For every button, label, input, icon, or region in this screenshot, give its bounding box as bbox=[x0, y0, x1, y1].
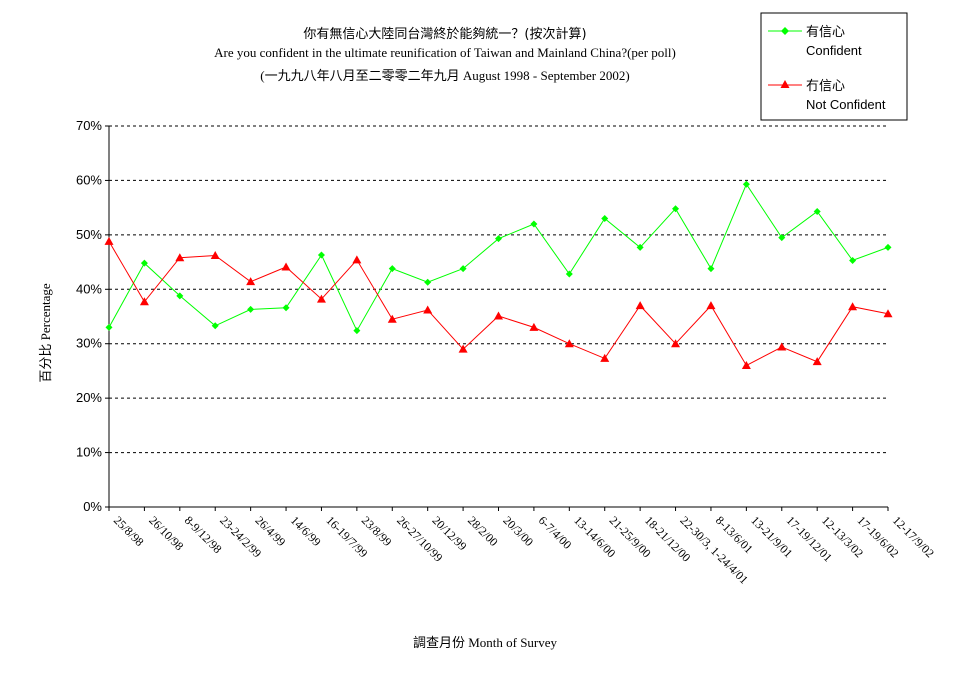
y-tick-label: 50% bbox=[76, 227, 102, 242]
data-point-confident bbox=[388, 265, 396, 273]
data-point-confident bbox=[636, 243, 644, 251]
data-point-confident bbox=[495, 235, 502, 243]
data-point-not-confident bbox=[104, 236, 114, 245]
chart-subtitle-period: (一九九八年八月至二零零二年九月 August 1998 - September… bbox=[260, 68, 629, 83]
data-point-not-confident bbox=[741, 360, 751, 369]
legend-marker-confident bbox=[781, 27, 789, 35]
y-tick-label: 20% bbox=[76, 390, 102, 405]
data-point-confident bbox=[353, 327, 361, 335]
data-point-confident bbox=[105, 323, 113, 331]
data-point-confident bbox=[282, 304, 290, 312]
y-axis-label: 百分比 Percentage bbox=[38, 283, 53, 383]
data-point-confident bbox=[849, 256, 857, 264]
data-point-confident bbox=[565, 270, 573, 278]
data-point-confident bbox=[530, 220, 538, 228]
chart-title-en: Are you confident in the ultimate reunif… bbox=[214, 45, 676, 60]
data-point-not-confident bbox=[671, 339, 681, 348]
legend-label-confident-en: Confident bbox=[806, 43, 862, 58]
data-point-confident bbox=[459, 265, 467, 273]
data-point-confident bbox=[247, 305, 255, 313]
x-tick-label: 25/8/98 bbox=[111, 513, 147, 549]
y-tick-labels: 0% 10% 20% 30% 40% 50% 60% 70% bbox=[76, 118, 109, 514]
data-point-not-confident bbox=[423, 305, 433, 314]
x-tick-label: 26/10/98 bbox=[146, 513, 186, 553]
data-point-not-confident bbox=[352, 255, 362, 264]
data-point-not-confident bbox=[883, 309, 893, 318]
gridlines bbox=[109, 125, 888, 454]
data-point-not-confident bbox=[281, 262, 291, 271]
data-point-confident bbox=[707, 265, 715, 273]
legend-label-not-confident-en: Not Confident bbox=[806, 97, 886, 112]
data-point-not-confident bbox=[529, 322, 539, 331]
data-point-not-confident bbox=[246, 277, 256, 286]
y-tick-label: 60% bbox=[76, 172, 102, 187]
x-tick-label: 8-9/12/98 bbox=[182, 513, 225, 556]
chart-title-zh: 你有無信心大陸同台灣終於能夠統一？(按次計算) bbox=[303, 26, 586, 42]
x-tick-label: 20/3/00 bbox=[500, 513, 536, 549]
data-point-not-confident bbox=[494, 311, 503, 320]
x-tick-labels: 25/8/98 26/10/988-9/12/9823-24/2/9926/4/9… bbox=[108, 507, 937, 587]
data-point-not-confident bbox=[564, 339, 574, 348]
data-point-not-confident bbox=[600, 353, 610, 362]
data-point-not-confident bbox=[139, 297, 149, 306]
y-tick-label: 40% bbox=[76, 281, 102, 296]
data-point-confident bbox=[140, 259, 148, 267]
data-point-confident bbox=[672, 205, 680, 213]
series-line-not-confident bbox=[108, 241, 889, 367]
legend-marker-not-confident bbox=[780, 80, 790, 88]
legend-label-not-confident-zh: 冇信心 bbox=[806, 78, 845, 93]
data-point-not-confident bbox=[458, 344, 468, 353]
data-point-not-confident bbox=[210, 251, 220, 260]
data-point-not-confident bbox=[175, 253, 185, 262]
x-tick-label: 28/2/00 bbox=[465, 513, 501, 549]
y-tick-label: 70% bbox=[76, 118, 102, 133]
legend: 有信心 Confident 冇信心 Not Confident bbox=[760, 12, 908, 121]
x-tick-label: 6-7/4/00 bbox=[536, 513, 575, 552]
data-point-not-confident bbox=[635, 301, 645, 310]
data-point-confident bbox=[778, 234, 786, 242]
x-axis-label: 調查月份 Month of Survey bbox=[413, 635, 558, 650]
data-point-not-confident bbox=[316, 294, 326, 303]
data-point-confident bbox=[742, 180, 750, 188]
data-point-confident bbox=[884, 243, 892, 251]
data-point-confident bbox=[211, 322, 219, 330]
data-point-confident bbox=[424, 278, 432, 286]
legend-label-confident-zh: 有信心 bbox=[806, 24, 845, 39]
data-point-confident bbox=[176, 292, 184, 300]
data-point-confident bbox=[317, 251, 325, 259]
data-point-not-confident bbox=[387, 314, 397, 323]
data-point-confident bbox=[813, 207, 821, 215]
x-tick-label: 14/6/99 bbox=[288, 513, 324, 549]
series-group bbox=[104, 180, 893, 369]
series-line-confident bbox=[108, 183, 889, 332]
data-point-not-confident bbox=[706, 301, 716, 310]
data-point-not-confident bbox=[812, 357, 822, 366]
data-point-confident bbox=[601, 215, 609, 223]
y-tick-label: 0% bbox=[83, 499, 102, 514]
data-point-not-confident bbox=[777, 342, 787, 351]
y-tick-label: 10% bbox=[76, 445, 102, 460]
y-tick-label: 30% bbox=[76, 336, 102, 351]
data-point-not-confident bbox=[848, 302, 858, 311]
